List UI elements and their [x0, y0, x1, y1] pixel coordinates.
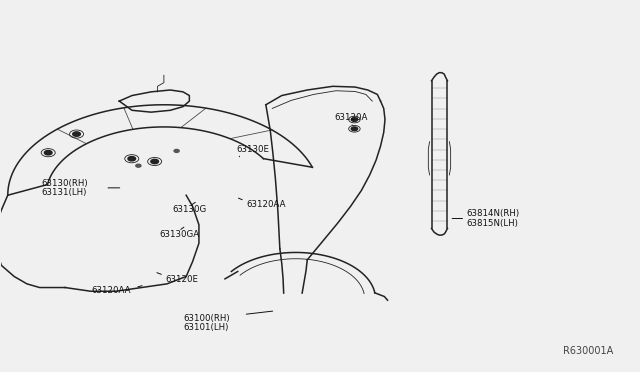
Circle shape — [351, 118, 358, 121]
Text: 63130G: 63130G — [172, 205, 207, 215]
Text: 63101(LH): 63101(LH) — [184, 323, 229, 332]
Circle shape — [136, 164, 141, 167]
Text: 63120E: 63120E — [166, 275, 199, 283]
Circle shape — [174, 150, 179, 153]
Text: 63120AA: 63120AA — [92, 286, 131, 295]
Text: 63131(LH): 63131(LH) — [41, 188, 86, 197]
Text: 63100(RH): 63100(RH) — [184, 314, 230, 323]
Text: 63120A: 63120A — [334, 113, 367, 122]
Circle shape — [44, 151, 52, 155]
Text: 63814N(RH): 63814N(RH) — [467, 209, 520, 218]
Text: 63130E: 63130E — [236, 145, 269, 154]
Text: 63130(RH): 63130(RH) — [41, 179, 88, 187]
Circle shape — [351, 127, 358, 131]
Text: 63815N(LH): 63815N(LH) — [467, 219, 518, 228]
Text: 63130GA: 63130GA — [159, 230, 200, 239]
Text: 63120AA: 63120AA — [246, 200, 286, 209]
Circle shape — [151, 159, 159, 164]
Text: R630001A: R630001A — [563, 346, 613, 356]
Circle shape — [73, 132, 81, 136]
Circle shape — [128, 157, 136, 161]
